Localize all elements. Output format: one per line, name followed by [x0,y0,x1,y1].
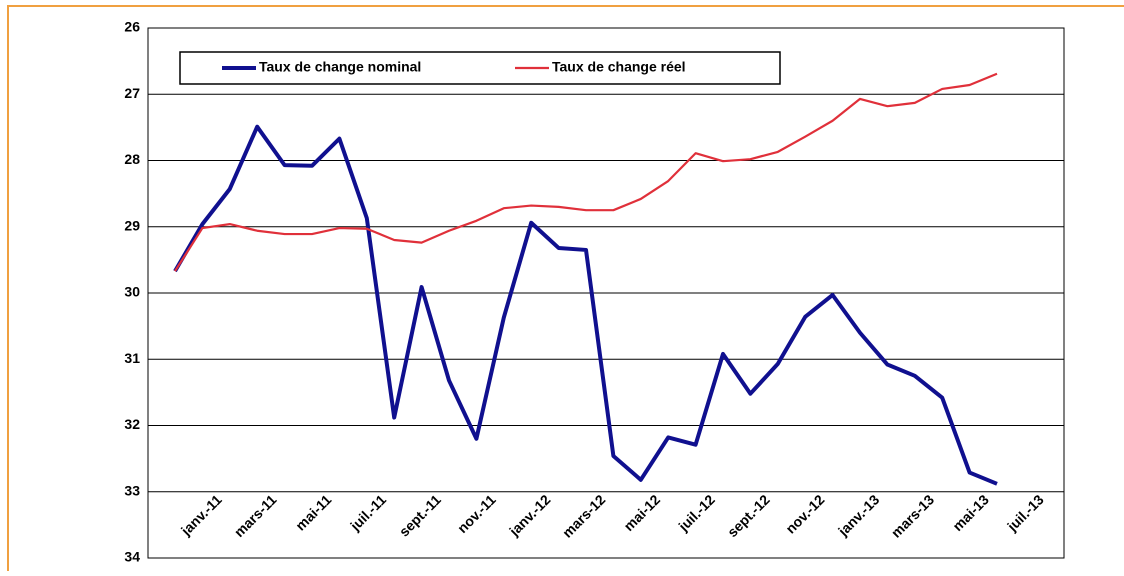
x-tick-label: mai-12 [620,491,663,534]
x-tick-label: sept.-11 [396,491,444,539]
x-tick-label: janv.-12 [505,491,553,539]
x-tick-label: janv.-11 [177,491,225,539]
y-tick-label: 28 [124,151,140,167]
x-tick-label: nov.-11 [454,491,499,536]
legend-box [179,51,781,85]
x-tick-label: mai-11 [292,491,334,533]
plot-border [147,27,1065,559]
y-tick-label: 32 [124,416,140,432]
x-tick-label: juil.-11 [346,491,389,534]
y-tick-label: 34 [124,549,140,565]
x-tick-label: mars-11 [231,491,280,540]
x-tick-label: mai-13 [949,491,992,534]
frame [7,5,1124,576]
y-tick-label: 30 [124,284,140,300]
x-tick-label: juil.-12 [675,491,719,535]
x-tick-label: juil.-13 [1003,491,1047,535]
legend-label: Taux de change réel [552,59,686,75]
x-tick-label: mars-13 [888,491,937,540]
x-tick-label: mars-12 [559,491,608,540]
y-tick-label: 31 [124,350,140,366]
y-tick-label: 33 [124,482,140,498]
x-tick-label: sept.-12 [724,491,773,540]
y-tick-label: 27 [124,85,140,101]
line-series [174,72,998,272]
line-series [173,124,998,486]
y-tick-label: 29 [124,217,140,233]
x-tick-label: nov.-12 [782,491,827,536]
x-tick-label: janv.-13 [834,491,882,539]
legend-label: Taux de change nominal [259,59,421,75]
y-tick-label: 26 [124,19,140,35]
